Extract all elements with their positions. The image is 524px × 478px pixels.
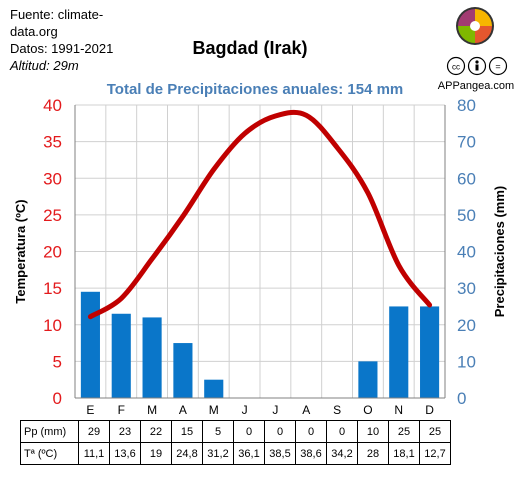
left-tick-label: 20 [43,243,62,262]
precipitation-bar [80,291,100,398]
pp-value: 25 [419,420,451,443]
source-line: Fuente: climate-data.org [10,7,104,39]
left-tick-label: 5 [53,352,62,371]
precipitation-bar [111,313,131,398]
right-tick-label: 0 [457,389,466,408]
t-value: 28 [357,442,389,465]
t-value: 18,1 [388,442,420,465]
t-value: 19 [140,442,172,465]
t-value: 31,2 [202,442,234,465]
precipitation-bar [142,317,162,398]
source-info: Fuente: climate-data.org Datos: 1991-202… [10,6,120,74]
table-row-precipitation: Pp (mm) 29 23 22 15 5 0 0 0 0 10 25 25 [20,420,451,443]
pp-label: Pp (mm) [20,420,79,443]
right-tick-label: 60 [457,169,476,188]
right-tick-label: 20 [457,316,476,335]
appangea-logo-icon [456,7,494,45]
t-value: 38,5 [264,442,296,465]
precipitation-bar [420,306,440,398]
month-label: M [147,403,157,417]
brand-name: APPangea.com [437,80,515,92]
t-value: 38,6 [295,442,327,465]
climate-chart: 0 5 10 15 20 25 30 35 40 0 10 20 30 40 50 60 70 80 E F M A M J J… [13,96,507,417]
left-tick-label: 10 [43,316,62,335]
left-tick-label: 25 [43,206,62,225]
month-label: O [363,403,372,417]
chart-title: Bagdad (Irak) [192,38,308,58]
right-tick-label: 10 [457,352,476,371]
month-label: D [425,403,434,417]
left-tick-label: 15 [43,279,62,298]
pp-value: 23 [109,420,141,443]
pp-value: 0 [326,420,358,443]
right-tick-label: 40 [457,243,476,262]
t-value: 34,2 [326,442,358,465]
precipitation-bar [173,343,193,398]
pp-value: 29 [78,420,110,443]
month-label: A [302,403,310,417]
pp-value: 25 [388,420,420,443]
pp-value: 0 [233,420,265,443]
right-tick-label: 50 [457,206,476,225]
creative-commons-icon: cc = [446,56,508,76]
month-label: J [242,403,248,417]
left-tick-label: 30 [43,169,62,188]
t-value: 11,1 [78,442,110,465]
chart-subtitle: Total de Precipitaciones anuales: 154 mm [106,81,404,98]
data-table: Pp (mm) 29 23 22 15 5 0 0 0 0 10 25 25 Tª (ºC) 11,1… [20,420,451,465]
month-label: A [179,403,187,417]
t-value: 24,8 [171,442,203,465]
right-axis-title: Precipitaciones (mm) [492,186,507,318]
pp-value: 10 [357,420,389,443]
table-row-temperature: Tª (ºC) 11,1 13,6 19 24,8 31,2 36,1 38,5 38,6 34… [20,442,451,465]
month-label: N [394,403,403,417]
precipitation-bar [389,306,409,398]
left-axis-title: Temperatura (ºC) [13,199,28,303]
precipitation-bar [204,379,224,398]
left-tick-label: 35 [43,133,62,152]
t-label: Tª (ºC) [20,442,79,465]
month-label: S [333,403,341,417]
precipitation-bar [358,361,378,398]
month-label: E [86,403,94,417]
right-tick-label: 30 [457,279,476,298]
svg-text:=: = [495,62,500,72]
t-value: 36,1 [233,442,265,465]
month-label: M [209,403,219,417]
pp-value: 0 [295,420,327,443]
svg-text:cc: cc [452,63,460,72]
right-tick-label: 70 [457,133,476,152]
t-value: 13,6 [109,442,141,465]
right-tick-label: 80 [457,96,476,115]
month-label: J [272,403,278,417]
month-label: F [118,403,125,417]
pp-value: 15 [171,420,203,443]
temperature-line [87,109,433,320]
pp-value: 22 [140,420,172,443]
data-period: Datos: 1991-2021 [10,41,114,56]
altitude: Altitud: 29m [10,58,79,73]
left-tick-label: 0 [53,389,62,408]
t-value: 12,7 [419,442,451,465]
left-tick-label: 40 [43,96,62,115]
pp-value: 0 [264,420,296,443]
pp-value: 5 [202,420,234,443]
